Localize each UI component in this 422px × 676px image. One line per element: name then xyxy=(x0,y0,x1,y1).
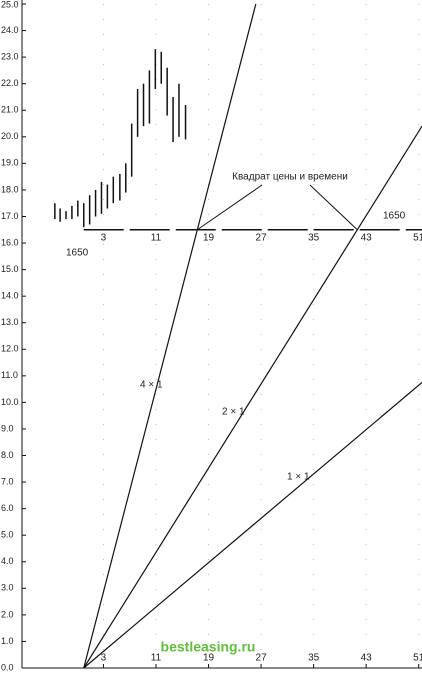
y-tick-label: 21.0 xyxy=(1,105,19,115)
y-tick-label: 17.0 xyxy=(1,211,19,221)
y-tick-label: 4.0 xyxy=(1,556,14,566)
y-tick-label: 8.0 xyxy=(1,450,14,460)
watermark: bestleasing.ru xyxy=(161,639,256,655)
x-tick-label: 3 xyxy=(101,653,107,664)
y-tick-label: 18.0 xyxy=(1,184,19,194)
y-tick-label: 11.0 xyxy=(1,370,18,380)
pointer xyxy=(197,184,263,231)
y-tick-label: 10.0 xyxy=(1,397,19,407)
time-label: 51 xyxy=(413,232,422,243)
time-label: 3 xyxy=(101,232,107,243)
time-label: 27 xyxy=(256,232,268,243)
y-tick-label: 19.0 xyxy=(1,158,19,168)
level-label: 1650 xyxy=(66,247,89,258)
y-tick-label: 20.0 xyxy=(1,131,19,141)
y-tick-label: 3.0 xyxy=(1,583,14,593)
y-tick-label: 5.0 xyxy=(1,530,14,540)
y-tick-label: 12.0 xyxy=(1,344,19,354)
y-tick-label: 0.0 xyxy=(1,662,14,672)
y-tick-label: 13.0 xyxy=(1,317,19,327)
y-tick-label: 7.0 xyxy=(1,476,14,486)
angle-line xyxy=(83,3,257,669)
y-tick-label: 25.0 xyxy=(1,0,19,9)
annotation: Квадрат цены и времени xyxy=(232,172,348,183)
x-tick-label: 43 xyxy=(361,653,373,664)
line-label: 1 × 1 xyxy=(287,472,310,483)
x-tick-label: 11 xyxy=(151,653,162,664)
pointer xyxy=(309,184,358,231)
time-label: 43 xyxy=(361,232,373,243)
x-tick-label: 35 xyxy=(308,653,320,664)
y-tick-label: 1.0 xyxy=(1,636,14,646)
angle-line xyxy=(83,382,422,669)
y-tick-label: 9.0 xyxy=(1,423,14,433)
y-tick-label: 2.0 xyxy=(1,609,14,619)
y-tick-label: 22.0 xyxy=(1,78,19,88)
x-tick-label: 27 xyxy=(256,653,268,664)
line-label: 2 × 1 xyxy=(222,407,245,418)
y-tick-label: 23.0 xyxy=(1,51,19,61)
line-label: 4 × 1 xyxy=(140,380,163,391)
y-tick-label: 24.0 xyxy=(1,25,19,35)
y-tick-label: 14.0 xyxy=(1,291,19,301)
x-tick-label: 51 xyxy=(413,653,422,664)
angle-line xyxy=(83,125,422,669)
time-label: 35 xyxy=(308,232,320,243)
x-tick-label: 19 xyxy=(203,653,215,664)
y-tick-label: 16.0 xyxy=(1,237,19,247)
y-tick-label: 15.0 xyxy=(1,264,19,274)
level-label: 1650 xyxy=(383,210,406,221)
y-tick-label: 6.0 xyxy=(1,503,14,513)
time-label: 19 xyxy=(203,232,215,243)
time-label: 11 xyxy=(151,232,162,243)
